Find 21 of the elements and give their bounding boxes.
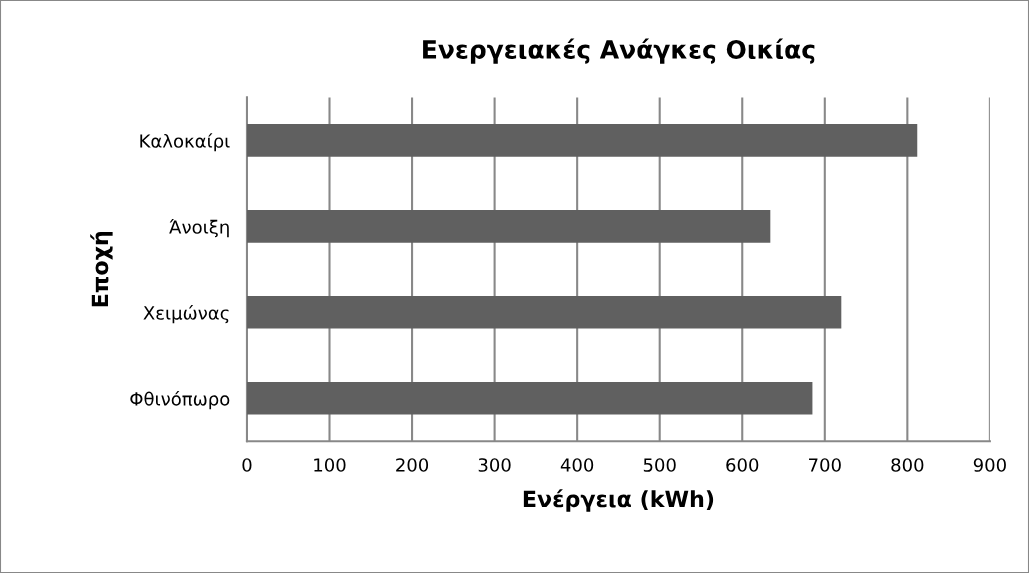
y-tick-label: Καλοκαίρι bbox=[140, 133, 230, 152]
bar bbox=[246, 295, 842, 329]
y-tick-label: Χειμώνας bbox=[143, 305, 229, 324]
x-tick-label: 300 bbox=[478, 458, 511, 472]
x-tick-label: 500 bbox=[643, 458, 676, 472]
bar bbox=[246, 210, 771, 243]
x-axis-title: Ενέργεια (kWh) bbox=[523, 489, 714, 512]
chart-title: Ενεργειακές Ανάγκες Οικίας bbox=[423, 38, 815, 64]
x-tick-label: 100 bbox=[314, 458, 346, 472]
x-tick-label: 200 bbox=[396, 458, 429, 472]
y-tick-label: Φθινόπωρο bbox=[130, 391, 230, 410]
bar bbox=[246, 381, 813, 415]
x-tick-label: 900 bbox=[973, 458, 1006, 472]
bar bbox=[246, 124, 918, 157]
y-axis-title: Εποχή bbox=[90, 231, 113, 307]
x-tick-label: 400 bbox=[560, 458, 594, 472]
x-tick-label: 700 bbox=[809, 458, 841, 472]
x-tick-label: 600 bbox=[726, 458, 759, 472]
y-tick-label: Άνοιξη bbox=[169, 219, 229, 238]
x-tick-label: 800 bbox=[891, 458, 924, 472]
x-tick-label: 0 bbox=[242, 458, 252, 472]
